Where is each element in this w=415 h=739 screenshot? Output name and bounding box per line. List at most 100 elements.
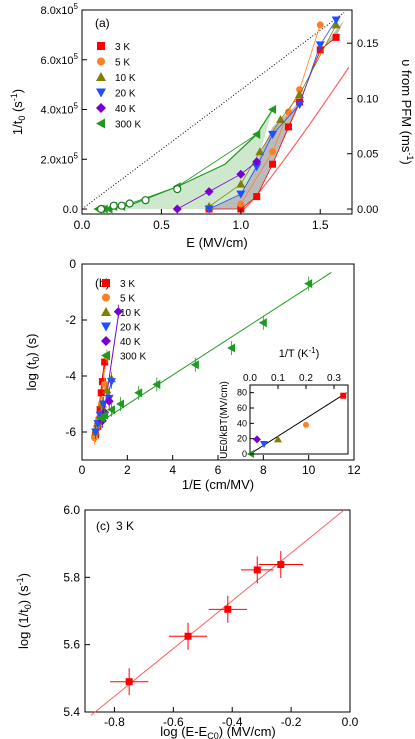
data-point [252, 163, 262, 172]
x-tick-label: -0.2 [281, 715, 302, 729]
inset-y-tick-label: 40 [237, 418, 247, 428]
data-point [190, 360, 199, 370]
series-line [177, 161, 257, 210]
data-point [277, 561, 285, 569]
data-point [113, 307, 123, 317]
x-tick-label: 2 [124, 463, 131, 477]
x-tick-label: 4 [169, 463, 176, 477]
inset-y-tick-label: 20 [237, 434, 247, 444]
panel-c-x-title: log (E-EC0) (MV/cm) [160, 724, 276, 739]
legend-marker-10k [101, 307, 111, 316]
data-point [268, 105, 277, 115]
inset-x-tick-label: 0.2 [299, 373, 313, 384]
data-point [258, 318, 267, 328]
series-pfm [96, 185, 182, 214]
y-tick-label: 6.0x105 [41, 52, 79, 67]
inset-point [303, 421, 309, 428]
series-20k [204, 16, 341, 214]
x-tick-label: 1.0 [232, 218, 249, 232]
data-point [227, 343, 236, 353]
y-tick-label: -4 [65, 369, 76, 383]
series-20k [91, 374, 116, 439]
data-point [236, 169, 246, 179]
panel-a-content: 0.0 0.5 1.0 1.5 0.0 2.0x105 4.0x105 6.0x105 8.0x… [41, 2, 379, 232]
data-point [332, 33, 340, 41]
legend-label: 5 K [115, 58, 130, 69]
legend-label: 10 K [115, 73, 136, 84]
inset-y-tick-label: 80 [237, 388, 247, 398]
legend-label: 3 K [115, 42, 130, 53]
data-point [204, 205, 214, 214]
fit-line-300k [93, 271, 332, 427]
legend-label: 3 K [120, 279, 135, 290]
data-point [134, 388, 143, 398]
inset-x-title: 1/T (K-1) [279, 346, 320, 360]
fit-line-3k [90, 509, 345, 716]
data-point [315, 41, 325, 50]
data-point [184, 632, 192, 640]
data-point [172, 204, 182, 214]
x-tick-label: 1.5 [312, 218, 329, 232]
panel-a-plot-frame [81, 9, 353, 215]
legend-label: 40 K [120, 337, 141, 348]
y-tick-label: 6.0 [63, 503, 80, 517]
legend-label: 20 K [115, 89, 136, 100]
x-tick-label: 0.5 [153, 218, 170, 232]
x-tick-label: -0.6 [163, 715, 184, 729]
legend-label: 300 K [120, 352, 146, 363]
data-point [100, 410, 109, 420]
y-tick-label: -2 [65, 313, 76, 327]
data-point [106, 378, 116, 387]
data-point [101, 358, 109, 366]
data-point [106, 405, 115, 415]
data-point [255, 147, 265, 156]
x-tick-label: 12 [347, 463, 361, 477]
data-point [253, 193, 261, 201]
legend-marker-3k [102, 279, 110, 287]
inset-y-title: UE0/kBT(MV/cm) [219, 381, 230, 459]
panel-a: (a) 0.0 0.5 1.0 1.5 0.0 2.0x105 4.0x105 6.0x105… [9, 2, 415, 250]
x-tick-label: 0.0 [342, 715, 359, 729]
x-tick-label: 8 [260, 463, 267, 477]
legend-marker-5k [97, 57, 105, 66]
x-tick-label: 0.0 [74, 218, 91, 232]
shade-gray-region [209, 19, 345, 210]
data-point [97, 389, 105, 397]
data-point [204, 187, 214, 197]
legend-marker-5k [102, 293, 110, 302]
data-point [269, 148, 277, 156]
panel-a-label: (a) [95, 16, 110, 30]
pfm-point [109, 201, 118, 210]
inset-x-tick-label: 0.0 [243, 373, 257, 384]
data-point [237, 200, 245, 208]
legend-marker-40k [101, 336, 111, 346]
data-point [295, 101, 305, 110]
panel-b-x-title: 1/E (cm/MV) [182, 477, 254, 492]
data-point [98, 378, 106, 386]
data-point [268, 130, 278, 139]
inset-point [340, 392, 347, 399]
series-40k [172, 157, 262, 214]
legend-label: 20 K [120, 323, 141, 334]
data-point [331, 16, 341, 25]
legend-marker-3k [97, 42, 105, 50]
inset-content: 0.0 0.1 0.2 0.3 0 20 40 60 80 [237, 373, 347, 459]
series-10k [204, 20, 341, 211]
panel-a-x-title: E (MV/cm) [186, 235, 247, 250]
y-tick-label: -6 [65, 425, 76, 439]
data-point [152, 379, 161, 389]
panel-a-y-title: 1/t0 (s-1) [9, 89, 27, 135]
pfm-point [173, 185, 182, 194]
legend-marker-40k [96, 103, 106, 113]
data-point [269, 160, 277, 168]
pfm-point [141, 196, 150, 205]
pfm-point [125, 199, 134, 208]
inset-y-tick-label: 0 [242, 449, 247, 459]
x-tick-label: 10 [302, 463, 316, 477]
pfm-point [117, 201, 126, 210]
x-tick-label: -0.8 [104, 715, 125, 729]
legend-label: 10 K [120, 308, 141, 319]
inset-point [274, 435, 282, 443]
